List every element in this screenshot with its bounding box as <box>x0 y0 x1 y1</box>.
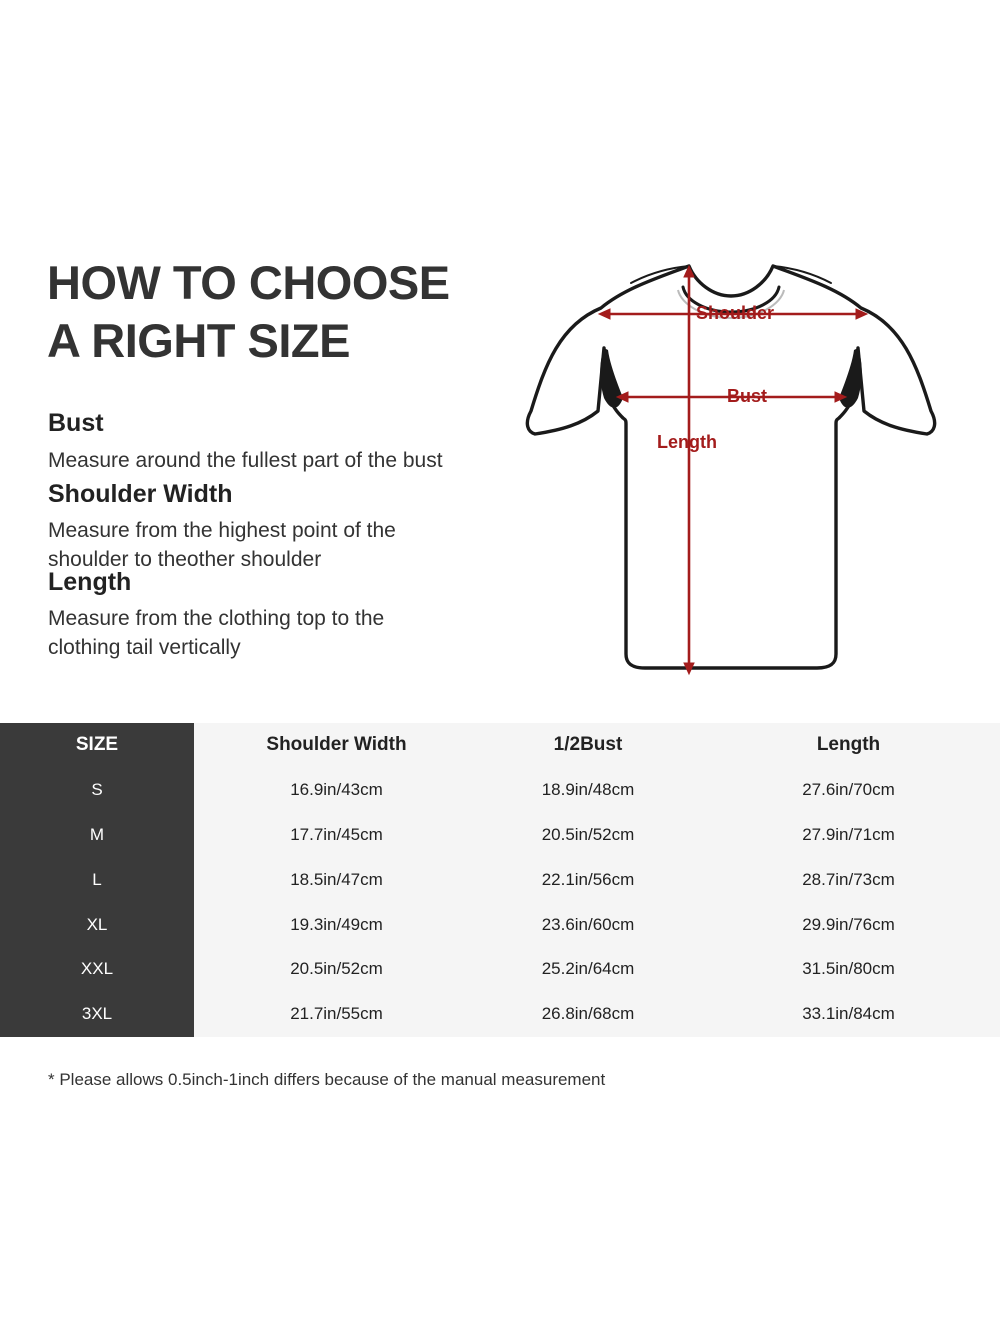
svg-text:Length: Length <box>657 432 717 452</box>
svg-text:Shoulder: Shoulder <box>696 303 774 323</box>
svg-text:Bust: Bust <box>727 386 767 406</box>
